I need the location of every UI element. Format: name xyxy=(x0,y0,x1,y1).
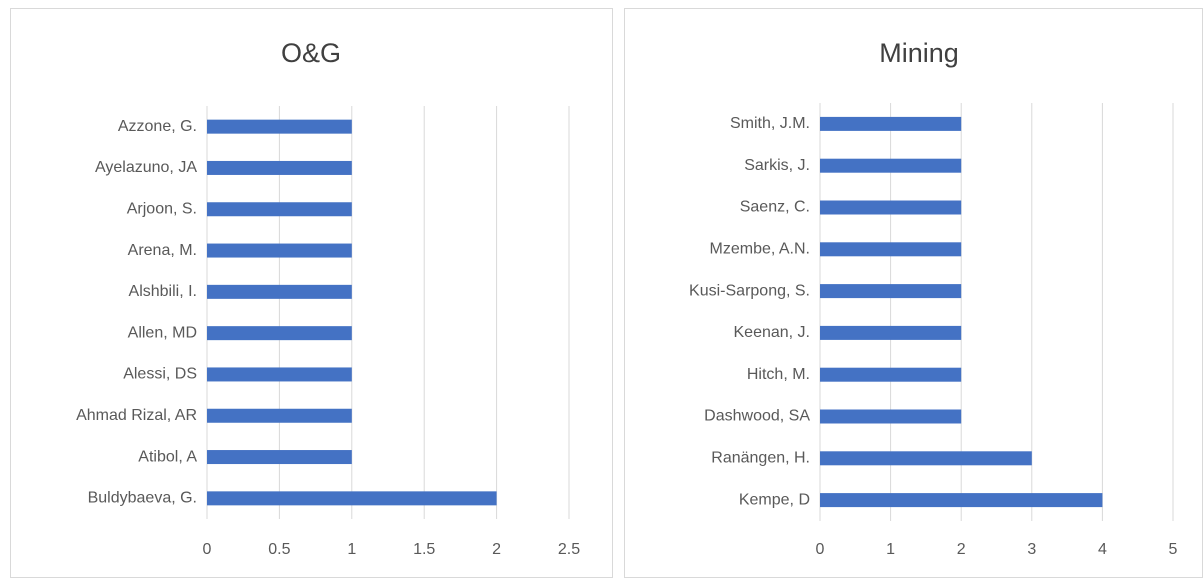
chart-title: O&G xyxy=(281,38,341,68)
bar xyxy=(207,491,497,506)
y-tick-label: Ranängen, H. xyxy=(711,450,810,467)
bar xyxy=(820,242,962,257)
bar xyxy=(207,326,352,341)
y-tick-label: Kempe, D xyxy=(739,491,810,508)
y-tick-label: Dashwood, SA xyxy=(704,408,810,425)
bar xyxy=(207,202,352,217)
y-tick-label: Kusi-Sarpong, S. xyxy=(689,282,810,299)
x-tick-label: 2 xyxy=(492,541,501,558)
y-tick-label: Alessi, DS xyxy=(123,366,197,383)
x-tick-label: 1.5 xyxy=(413,541,435,558)
x-tick-label: 1 xyxy=(886,541,895,558)
bar xyxy=(207,450,352,465)
bar xyxy=(820,367,962,382)
y-tick-label: Azzone, G. xyxy=(118,118,197,135)
chart-title: Mining xyxy=(879,38,959,68)
bar xyxy=(207,243,352,258)
y-tick-label: Ahmad Rizal, AR xyxy=(76,407,197,424)
x-tick-label: 2 xyxy=(957,541,966,558)
y-tick-label: Smith, J.M. xyxy=(730,115,810,132)
bar xyxy=(207,408,352,423)
bar xyxy=(207,367,352,382)
x-tick-label: 4 xyxy=(1098,541,1107,558)
bar xyxy=(820,325,962,340)
x-tick-label: 0 xyxy=(816,541,825,558)
x-tick-label: 5 xyxy=(1169,541,1178,558)
bar xyxy=(820,284,962,299)
y-tick-label: Arena, M. xyxy=(128,242,197,259)
bar xyxy=(820,116,962,131)
bar xyxy=(820,409,962,424)
y-tick-label: Keenan, J. xyxy=(734,324,811,341)
y-tick-label: Hitch, M. xyxy=(747,366,810,383)
y-tick-label: Mzembe, A.N. xyxy=(710,241,810,258)
bar xyxy=(820,200,962,215)
y-tick-label: Saenz, C. xyxy=(740,199,810,216)
bar xyxy=(820,451,1032,466)
bar xyxy=(820,158,962,173)
y-tick-label: Allen, MD xyxy=(128,324,197,341)
y-tick-label: Atibol, A xyxy=(138,448,197,465)
bar xyxy=(207,119,352,134)
x-tick-label: 1 xyxy=(347,541,356,558)
bar xyxy=(207,284,352,299)
bar xyxy=(207,160,352,175)
y-tick-label: Arjoon, S. xyxy=(127,200,197,217)
y-tick-label: Buldybaeva, G. xyxy=(88,490,197,507)
y-tick-label: Ayelazuno, JA xyxy=(95,159,197,176)
x-tick-label: 0 xyxy=(203,541,212,558)
bar xyxy=(820,493,1103,508)
x-tick-label: 3 xyxy=(1027,541,1036,558)
x-tick-label: 0.5 xyxy=(268,541,290,558)
y-tick-label: Alshbili, I. xyxy=(129,283,197,300)
x-tick-label: 2.5 xyxy=(558,541,580,558)
y-tick-label: Sarkis, J. xyxy=(744,157,810,174)
